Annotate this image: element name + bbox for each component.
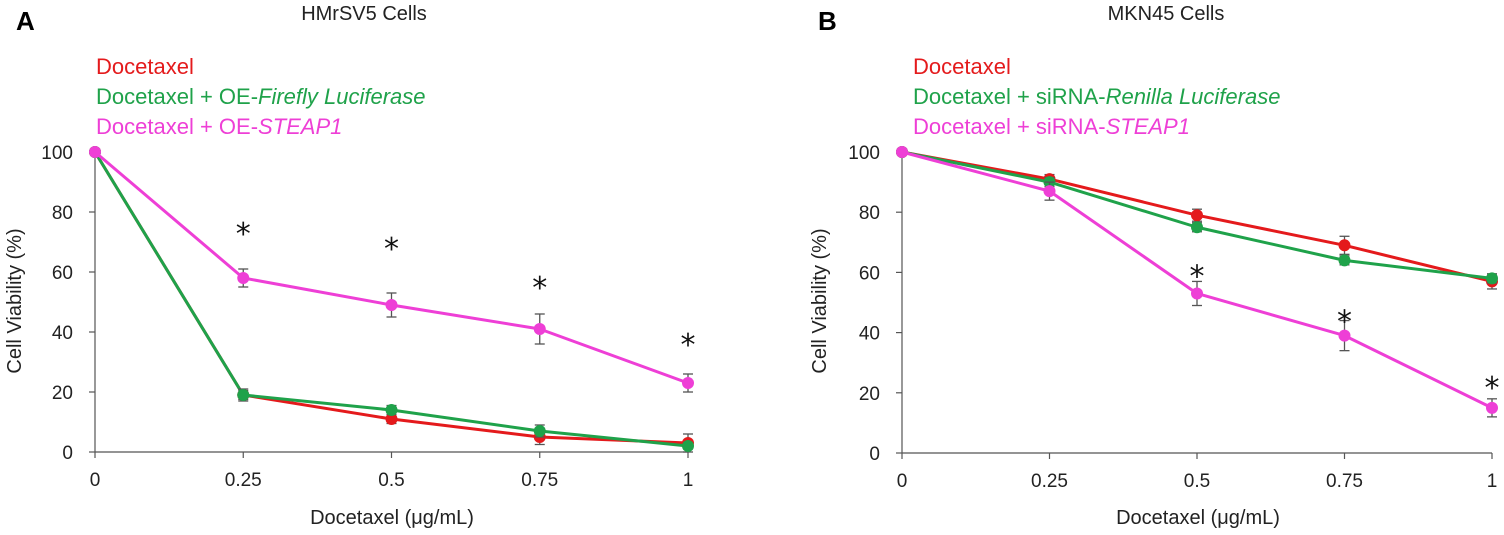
data-point: [533, 425, 546, 437]
y-tick-label: 40: [859, 324, 880, 345]
x-tick-label: 0.5: [1184, 471, 1210, 492]
y-tick-label: 40: [52, 323, 73, 344]
legend-entry-text: Docetaxel: [96, 54, 194, 79]
significance-marker: *: [1485, 371, 1500, 406]
y-tick-label: 0: [62, 443, 73, 464]
significance-marker: *: [681, 328, 696, 363]
x-tick-label: 0: [897, 471, 908, 492]
legend-entry: Docetaxel + OE-STEAP1: [96, 114, 342, 139]
panel-b-letter: B: [818, 6, 837, 36]
data-point: [385, 413, 398, 425]
data-point: [1486, 272, 1498, 285]
legend-entry: Docetaxel + OE-Firefly Luciferase: [96, 84, 426, 109]
panel-a-letter: A: [16, 6, 35, 36]
x-tick-label: 0.25: [1031, 471, 1068, 492]
legend-entry: Docetaxel: [96, 54, 194, 79]
panel-a-x-axis-label: Docetaxel (μg/mL): [310, 507, 474, 529]
panel-a-legend: Docetaxel Docetaxel + OE-Firefly Lucifera…: [96, 54, 426, 139]
legend-entry-gene: STEAP1: [258, 114, 342, 139]
data-point: [1191, 287, 1203, 300]
data-point: [1338, 254, 1351, 267]
panel-b-title: MKN45 Cells: [1108, 3, 1225, 25]
data-point: [1486, 401, 1498, 414]
legend-entry: Docetaxel + siRNA-Renilla Luciferase: [913, 84, 1280, 109]
panel-a: A HMrSV5 Cells Docetaxel Docetaxel + OE-F…: [4, 3, 696, 529]
legend-entry-gene: Renilla Luciferase: [1106, 84, 1281, 109]
legend-entry-text: Docetaxel + OE-: [96, 84, 258, 109]
data-point: [1338, 239, 1351, 252]
y-tick-label: 80: [52, 203, 73, 224]
data-point: [1043, 185, 1056, 198]
legend-entry-text: Docetaxel: [913, 54, 1011, 79]
significance-marker: *: [1337, 305, 1352, 340]
data-point: [385, 299, 398, 311]
data-point: [385, 404, 398, 416]
x-tick-label: 1: [1487, 471, 1498, 492]
x-tick-label: 0.75: [521, 470, 558, 491]
legend-entry-gene: Firefly Luciferase: [258, 84, 426, 109]
data-point: [896, 146, 908, 158]
legend-entry-gene: STEAP1: [1106, 114, 1190, 139]
panel-a-plot: 0 20 40 60 80 100 0 0.25 0.5 0.75 1 * * * *: [41, 143, 695, 491]
legend-entry-text: Docetaxel + OE-: [96, 114, 258, 139]
x-tick-label: 0.5: [378, 470, 404, 491]
panel-b-x-axis-label: Docetaxel (μg/mL): [1116, 507, 1280, 529]
series-line: [94, 150, 689, 385]
legend-entry-text: Docetaxel + siRNA-: [913, 114, 1106, 139]
y-tick-label: 20: [52, 383, 73, 404]
x-tick-label: 0.25: [225, 470, 262, 491]
data-point: [682, 377, 694, 389]
legend-entry: Docetaxel: [913, 54, 1011, 79]
y-tick-label: 100: [848, 143, 880, 164]
y-tick-label: 60: [52, 263, 73, 284]
data-point: [682, 440, 694, 452]
panel-a-title: HMrSV5 Cells: [301, 3, 427, 25]
data-point: [89, 146, 101, 158]
panel-b: B MKN45 Cells Docetaxel Docetaxel + siRNA…: [809, 3, 1500, 529]
significance-marker: *: [1190, 259, 1205, 294]
data-point: [1338, 329, 1351, 342]
panel-b-legend: Docetaxel Docetaxel + siRNA-Renilla Lucif…: [913, 54, 1280, 139]
panel-a-y-axis-label: Cell Viability (%): [4, 228, 26, 373]
significance-marker: *: [532, 271, 547, 306]
data-point: [533, 323, 546, 335]
y-tick-label: 60: [859, 263, 880, 284]
y-tick-label: 80: [859, 203, 880, 224]
significance-marker: *: [384, 232, 399, 267]
panel-b-plot: 0 20 40 60 80 100 0 0.25 0.5 0.75 1 * * *: [848, 143, 1499, 492]
y-tick-label: 100: [41, 143, 73, 164]
panel-b-y-axis-label: Cell Viability (%): [809, 228, 831, 373]
data-point: [237, 272, 250, 284]
y-tick-label: 20: [859, 384, 880, 405]
x-tick-label: 0.75: [1326, 471, 1363, 492]
legend-entry-text: Docetaxel + siRNA-: [913, 84, 1106, 109]
x-tick-label: 0: [90, 470, 101, 491]
legend-entry: Docetaxel + siRNA-STEAP1: [913, 114, 1190, 139]
data-point: [237, 389, 250, 401]
x-tick-label: 1: [683, 470, 694, 491]
data-point: [1191, 209, 1203, 222]
data-point: [1191, 221, 1203, 234]
y-tick-label: 0: [869, 444, 880, 465]
significance-marker: *: [236, 217, 251, 252]
